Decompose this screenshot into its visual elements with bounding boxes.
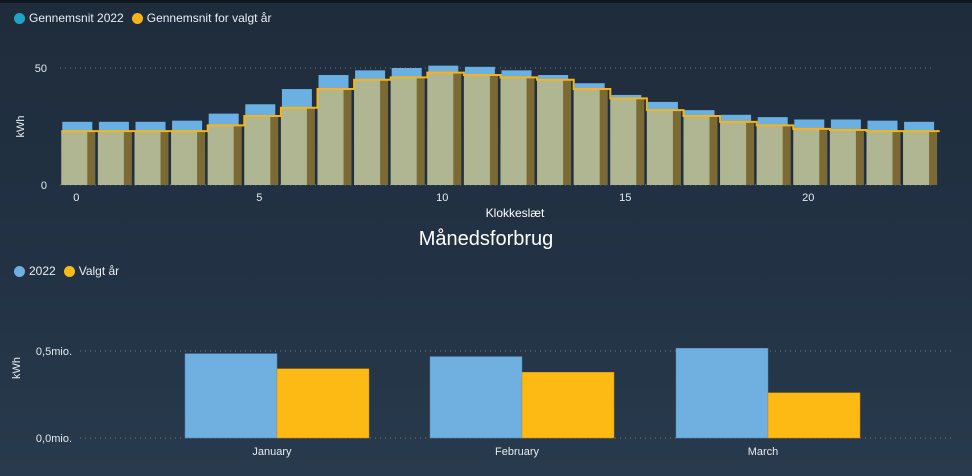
x-tick-label: 10	[436, 192, 448, 204]
x-tick-label: 5	[256, 192, 262, 204]
bar-avg-selected	[280, 107, 307, 185]
chart-title: Månedsforbrug	[418, 228, 554, 250]
bar-selected-year	[767, 392, 861, 439]
bar-avg-selected	[244, 115, 271, 185]
x-axis-label: Klokkeslæt	[486, 206, 545, 220]
legend-label-selected-year: Valgt år	[78, 264, 120, 278]
bar-avg-selected	[573, 89, 600, 185]
bar-avg-selected	[720, 121, 747, 185]
bar-2022	[184, 353, 278, 439]
legend-marker-selected-year	[63, 265, 75, 277]
y-axis-label: kWh	[11, 357, 23, 379]
monthly-legend: 2022 Valgt år	[14, 264, 119, 278]
bar-2022	[429, 356, 523, 439]
x-tick-label: 20	[802, 192, 814, 204]
bar-avg-selected	[354, 79, 381, 185]
bar-avg-selected	[866, 131, 893, 185]
y-tick-label: 0	[41, 180, 47, 192]
bar-avg-selected	[610, 98, 637, 185]
bar-selected-year	[276, 368, 370, 439]
y-tick-label: 0,0mio.	[36, 433, 72, 445]
legend-marker-2022	[14, 265, 25, 277]
step-line-avg-selected	[61, 71, 940, 133]
legend-label-2022: 2022	[29, 264, 56, 278]
legend-label-avg-2022: Gennemsnit 2022	[29, 11, 124, 25]
bar-avg-selected	[171, 131, 198, 185]
legend-label-avg-selected: Gennemsnit for valgt år	[146, 11, 272, 25]
bar-avg-selected	[61, 131, 88, 185]
bar-avg-selected	[427, 72, 454, 185]
y-tick-label: 0,5mio.	[36, 346, 72, 358]
bar-avg-selected	[756, 125, 783, 185]
bar-avg-selected	[829, 130, 856, 185]
bar-avg-selected	[500, 77, 527, 185]
bar-selected-year	[521, 371, 615, 439]
hourly-chart-panel: Gennemsnit 2022 Gennemsnit for valgt år …	[0, 0, 972, 230]
x-tick-label: February	[495, 446, 540, 458]
bar-avg-selected	[793, 128, 820, 185]
legend-item-avg-2022[interactable]: Gennemsnit 2022	[14, 11, 124, 25]
bar-avg-selected	[207, 125, 234, 185]
bar-avg-selected	[134, 131, 161, 185]
y-tick-label: 50	[35, 63, 47, 75]
legend-marker-avg-2022	[14, 12, 25, 24]
hourly-chart: 50 0 kWh 0 5 10 15 20 Klokkeslæt	[15, 63, 940, 220]
legend-item-avg-selected[interactable]: Gennemsnit for valgt år	[131, 11, 272, 25]
legend-marker-avg-selected	[131, 12, 143, 24]
monthly-chart: 0,5mio. 0,0mio. kWh January February March	[11, 346, 955, 458]
legend-item-selected-year[interactable]: Valgt år	[63, 264, 120, 278]
bar-avg-selected	[537, 79, 564, 185]
bar-avg-selected	[317, 89, 344, 185]
bar-avg-selected	[97, 131, 124, 185]
x-tick-label: 0	[73, 192, 79, 204]
legend-item-2022[interactable]: 2022	[14, 264, 56, 278]
bar-avg-selected	[390, 77, 417, 185]
monthly-chart-panel: Månedsforbrug 2022 Valgt år 0,5mio. 0,0mi…	[0, 226, 972, 476]
window-top-border	[0, 0, 972, 3]
x-tick-label: 15	[619, 192, 631, 204]
bar-avg-selected	[683, 115, 710, 185]
bar-avg-selected	[903, 131, 930, 185]
bar-2022	[675, 347, 769, 439]
bar-avg-selected	[646, 110, 673, 185]
y-axis-label: kWh	[15, 116, 27, 138]
hourly-legend: Gennemsnit 2022 Gennemsnit for valgt år	[14, 11, 271, 25]
x-tick-label: January	[252, 446, 292, 458]
bar-avg-selected	[463, 75, 490, 185]
x-tick-label: March	[748, 446, 779, 458]
